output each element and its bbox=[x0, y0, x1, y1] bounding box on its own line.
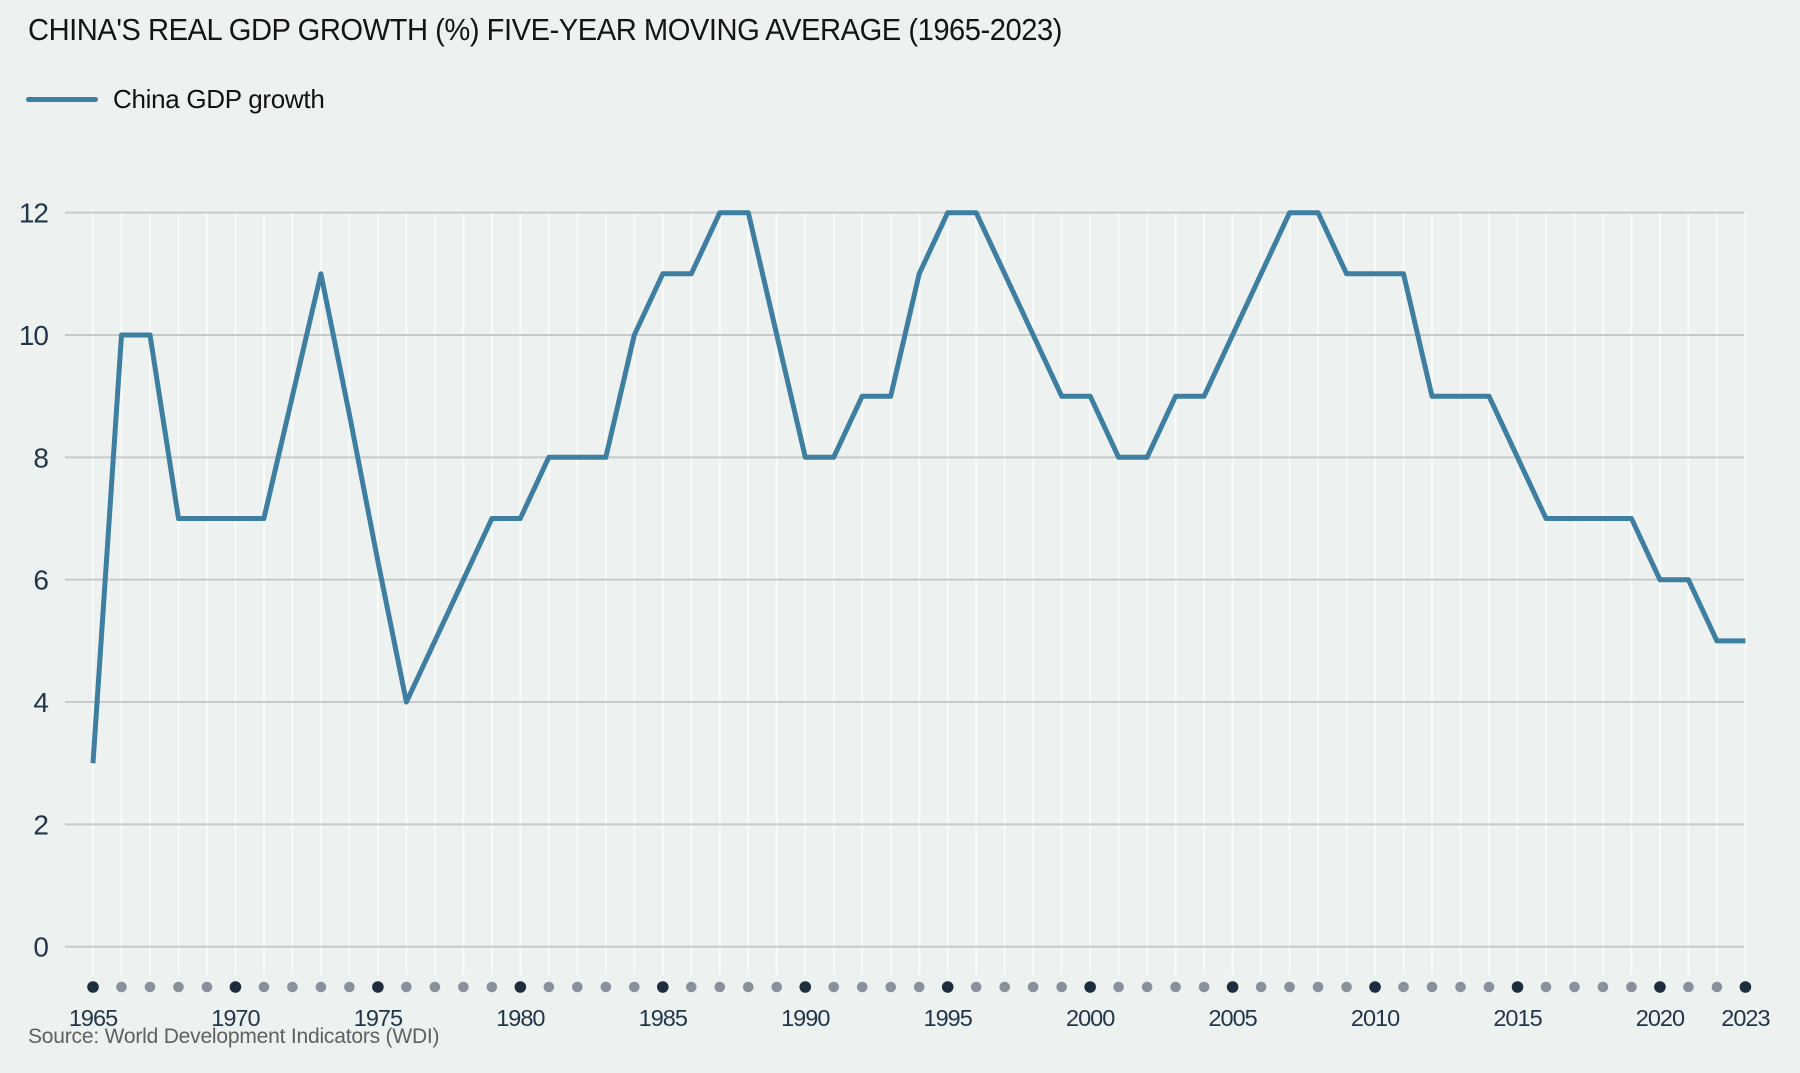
axis-dot-major bbox=[229, 981, 242, 993]
axis-dot-minor bbox=[144, 981, 156, 993]
legend-label: China GDP growth bbox=[113, 84, 325, 114]
x-axis-tick-label: 1995 bbox=[924, 1005, 973, 1031]
x-axis-tick-label: 1985 bbox=[639, 1005, 688, 1031]
axis-dot-minor bbox=[572, 981, 583, 993]
x-axis-tick-label: 1965 bbox=[69, 1005, 118, 1031]
x-axis-tick-label: 1970 bbox=[211, 1005, 260, 1031]
y-axis-tick-label: 8 bbox=[33, 442, 48, 473]
source-note: Source: World Development Indicators (WD… bbox=[28, 1025, 440, 1048]
axis-dot-major bbox=[87, 981, 99, 993]
axis-dot-minor bbox=[1569, 981, 1580, 993]
axis-dot-major bbox=[514, 981, 527, 993]
axis-dot-minor bbox=[1540, 981, 1552, 993]
axis-dot-minor bbox=[1398, 981, 1409, 993]
chart-title: CHINA'S REAL GDP GROWTH (%) FIVE-YEAR MO… bbox=[28, 12, 1128, 48]
axis-dot-minor bbox=[1626, 981, 1637, 993]
axis-dot-major bbox=[1511, 981, 1524, 993]
axis-dot-minor bbox=[970, 981, 982, 993]
axis-dot-minor bbox=[1426, 981, 1438, 993]
x-axis-tick-label: 1980 bbox=[496, 1005, 545, 1031]
axis-dot-minor bbox=[1341, 981, 1352, 993]
y-axis-tick-label: 12 bbox=[19, 198, 49, 229]
axis-dot-minor bbox=[287, 981, 298, 993]
axis-dot-major bbox=[1739, 981, 1752, 993]
axis-dot-minor bbox=[1027, 981, 1039, 993]
axis-dot-major bbox=[799, 981, 812, 993]
axis-dot-minor bbox=[600, 981, 612, 993]
axis-dot-minor bbox=[258, 981, 270, 993]
axis-dot-minor bbox=[1683, 981, 1694, 993]
axis-dot-minor bbox=[885, 981, 897, 993]
y-axis-tick-label: 4 bbox=[33, 687, 48, 718]
axis-dot-major bbox=[941, 981, 954, 993]
axis-dot-minor bbox=[1141, 981, 1153, 993]
axis-dot-minor bbox=[742, 981, 754, 993]
axis-dot-minor bbox=[486, 981, 498, 993]
axis-dot-minor bbox=[315, 981, 327, 993]
axis-dot-minor bbox=[1597, 981, 1609, 993]
axis-dot-major bbox=[1369, 981, 1381, 993]
x-axis-tick-label: 1975 bbox=[354, 1005, 403, 1031]
axis-dot-minor bbox=[771, 981, 783, 993]
axis-dot-major bbox=[1654, 981, 1666, 993]
x-axis-tick-label: 2015 bbox=[1493, 1005, 1542, 1031]
axis-dot-minor bbox=[1056, 981, 1067, 993]
y-axis-tick-label: 0 bbox=[33, 932, 48, 963]
year-gridlines bbox=[92, 213, 1747, 975]
axis-dot-minor bbox=[629, 981, 640, 993]
axis-dot-minor bbox=[828, 981, 840, 993]
legend: China GDP growth bbox=[26, 84, 325, 115]
value-gridlines: 0 2 4 6 8 10 12 bbox=[19, 198, 1744, 963]
axis-dot-major bbox=[1084, 981, 1096, 993]
axis-dot-minor bbox=[429, 981, 441, 993]
x-axis-tick-labels: 1965 1970 1975 1980 1985 1990 1995 2000 2005 2010… bbox=[69, 1005, 1772, 1031]
x-axis-tick-label: 2023 bbox=[1721, 1005, 1770, 1031]
gdp-line-series bbox=[90, 210, 1746, 764]
axis-dot-minor bbox=[1483, 981, 1495, 993]
axis-dot-major bbox=[1226, 981, 1239, 993]
axis-dot-minor bbox=[714, 981, 726, 993]
axis-dot-minor bbox=[1312, 981, 1324, 993]
chart-title-text: CHINA'S REAL GDP GROWTH (%) FIVE-YEAR MO… bbox=[28, 12, 1062, 47]
axis-dot-minor bbox=[1198, 981, 1210, 993]
axis-dot-minor bbox=[201, 981, 213, 993]
axis-dot-minor bbox=[401, 981, 412, 993]
x-axis-tick-label: 1990 bbox=[781, 1005, 830, 1031]
axis-dot-minor bbox=[999, 981, 1010, 993]
axis-dot-minor bbox=[1455, 981, 1466, 993]
x-axis-tick-label: 2005 bbox=[1208, 1005, 1257, 1031]
axis-dot-minor bbox=[116, 981, 127, 993]
x-axis-tick-label: 2000 bbox=[1066, 1005, 1115, 1031]
axis-dot-major bbox=[657, 981, 669, 993]
axis-dot-minor bbox=[344, 981, 355, 993]
axis-dot-minor bbox=[1711, 981, 1723, 993]
x-axis-tick-label: 2020 bbox=[1636, 1005, 1685, 1031]
axis-dot-minor bbox=[458, 981, 469, 993]
x-axis-tick-label: 2010 bbox=[1351, 1005, 1400, 1031]
axis-dot-minor bbox=[1170, 981, 1181, 993]
axis-dot-minor bbox=[173, 981, 184, 993]
legend-line-swatch bbox=[26, 97, 98, 102]
axis-dot-major bbox=[372, 981, 384, 993]
axis-dot-minor bbox=[543, 981, 555, 993]
axis-dot-minor bbox=[1284, 981, 1295, 993]
axis-dot-minor bbox=[685, 981, 697, 993]
x-axis-dots bbox=[87, 981, 1752, 993]
y-axis-tick-label: 6 bbox=[33, 565, 48, 596]
axis-dot-minor bbox=[856, 981, 868, 993]
axis-dot-minor bbox=[1113, 981, 1124, 993]
y-axis-tick-label: 10 bbox=[19, 320, 49, 351]
y-axis-tick-label: 2 bbox=[33, 809, 48, 840]
axis-dot-minor bbox=[913, 981, 925, 993]
axis-dot-minor bbox=[1255, 981, 1267, 993]
